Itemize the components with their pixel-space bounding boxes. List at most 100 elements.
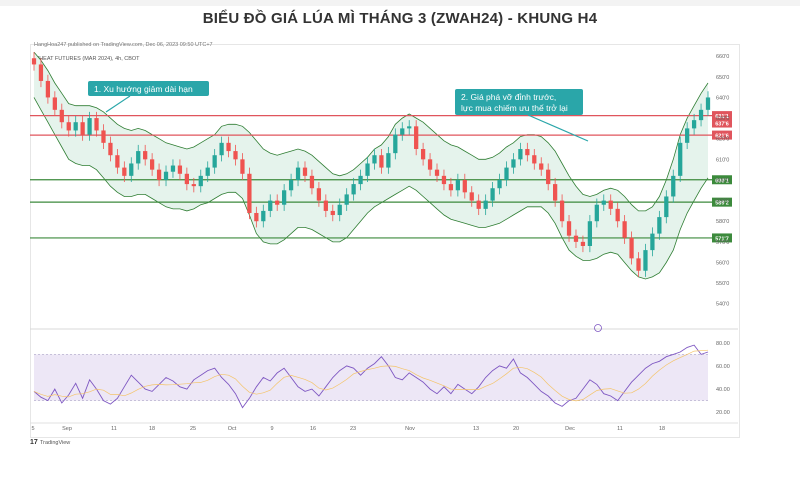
time-tick: Nov — [405, 426, 415, 432]
candle — [504, 167, 509, 180]
candle — [233, 151, 238, 160]
candle — [379, 155, 384, 168]
chart-frame — [30, 44, 740, 438]
price-label: 637'6 — [715, 122, 729, 128]
upper-band-line — [33, 51, 709, 212]
rsi-tick: 40.00 — [716, 387, 730, 393]
candle — [441, 175, 447, 185]
candle — [177, 165, 183, 174]
candle — [427, 159, 433, 170]
candle — [615, 208, 620, 222]
candle — [601, 200, 606, 205]
candle — [316, 188, 322, 201]
candle — [115, 155, 120, 168]
tv-logo-icon: 17 — [30, 439, 38, 446]
candle — [580, 241, 586, 246]
candle — [240, 159, 245, 174]
price-tick: 560'0 — [716, 260, 729, 266]
candle — [664, 196, 669, 218]
candle — [420, 149, 426, 160]
annotation-1-box — [88, 81, 209, 96]
candle — [351, 184, 356, 195]
candle — [344, 194, 349, 205]
candle — [594, 204, 599, 222]
candle — [372, 155, 377, 164]
candle — [622, 221, 627, 238]
candle — [698, 109, 704, 121]
time-tick: Sep — [62, 426, 72, 432]
time-tick: 18 — [659, 426, 665, 432]
candle — [705, 97, 711, 110]
candle — [497, 179, 502, 189]
time-tick: Oct — [228, 426, 237, 432]
rsi-line — [33, 344, 709, 409]
level-tag — [712, 197, 732, 207]
tradingview-logo: 17 TradingView — [30, 439, 70, 446]
candle — [393, 134, 398, 154]
candle — [685, 128, 690, 143]
lower-band-line — [33, 97, 709, 280]
candle — [337, 204, 342, 216]
candle — [518, 149, 523, 160]
bollinger-bands — [33, 51, 709, 280]
page-title: BIỂU ĐỒ GIÁ LÚA MÌ THÁNG 3 (ZWAH24) - KH… — [202, 10, 598, 27]
candle — [636, 258, 641, 271]
candle — [94, 118, 99, 131]
candle — [282, 190, 287, 205]
price-tick: 610'0 — [716, 157, 729, 163]
rsi-ma-line — [33, 349, 709, 402]
price-tick: 640'0 — [716, 95, 729, 101]
candle — [358, 175, 363, 185]
candle — [149, 159, 155, 170]
annotation-1-pointer — [105, 95, 131, 113]
time-tick: Dec — [565, 426, 575, 432]
candle — [559, 200, 565, 222]
candle — [671, 175, 676, 197]
price-series — [31, 52, 711, 277]
candle — [66, 122, 71, 131]
candle — [587, 221, 593, 246]
candle — [386, 153, 391, 168]
candle — [469, 192, 474, 201]
candle — [143, 151, 148, 160]
candle — [275, 200, 280, 205]
price-tag — [712, 118, 732, 128]
candle — [122, 167, 127, 176]
candle — [129, 163, 134, 176]
time-tick: 16 — [310, 426, 316, 432]
time-axis: 5 Sep 11 18 25 Oct 9 16 23 Nov 13 20 Dec 11 18 — [30, 422, 738, 432]
candle — [462, 179, 467, 193]
candle — [407, 126, 412, 129]
rsi-band — [34, 354, 708, 401]
candle — [254, 212, 259, 222]
candle — [295, 167, 301, 180]
candle — [38, 64, 44, 81]
candle — [205, 167, 210, 176]
annotation-2-line2: lực mua chiếm ưu thế trở lại — [461, 103, 568, 113]
candle — [532, 155, 537, 164]
horizontal-levels: 631'1 621'6 600'1 589'2 571'7 637'6 — [30, 111, 732, 243]
candle — [455, 179, 460, 191]
rsi-tick: 60.00 — [716, 364, 730, 370]
event-marker — [594, 324, 602, 332]
top-strip — [0, 0, 800, 6]
candle — [108, 142, 113, 156]
level-label: 600'1 — [715, 178, 729, 184]
level-tag — [712, 111, 732, 121]
level-label: 631'1 — [715, 114, 729, 120]
candle — [573, 235, 579, 242]
publisher-line: HangHoa247 published on TradingView.com,… — [34, 42, 213, 48]
candle — [52, 97, 57, 110]
candle — [268, 200, 273, 211]
candle — [73, 122, 78, 131]
candle — [163, 171, 169, 180]
candle — [191, 184, 196, 187]
candle — [45, 80, 51, 98]
candle — [31, 58, 37, 65]
candle — [476, 200, 481, 209]
candle — [657, 217, 662, 234]
time-tick: 11 — [111, 426, 117, 432]
time-tick: 5 — [31, 426, 34, 432]
time-tick: 25 — [190, 426, 196, 432]
candle — [434, 169, 440, 176]
